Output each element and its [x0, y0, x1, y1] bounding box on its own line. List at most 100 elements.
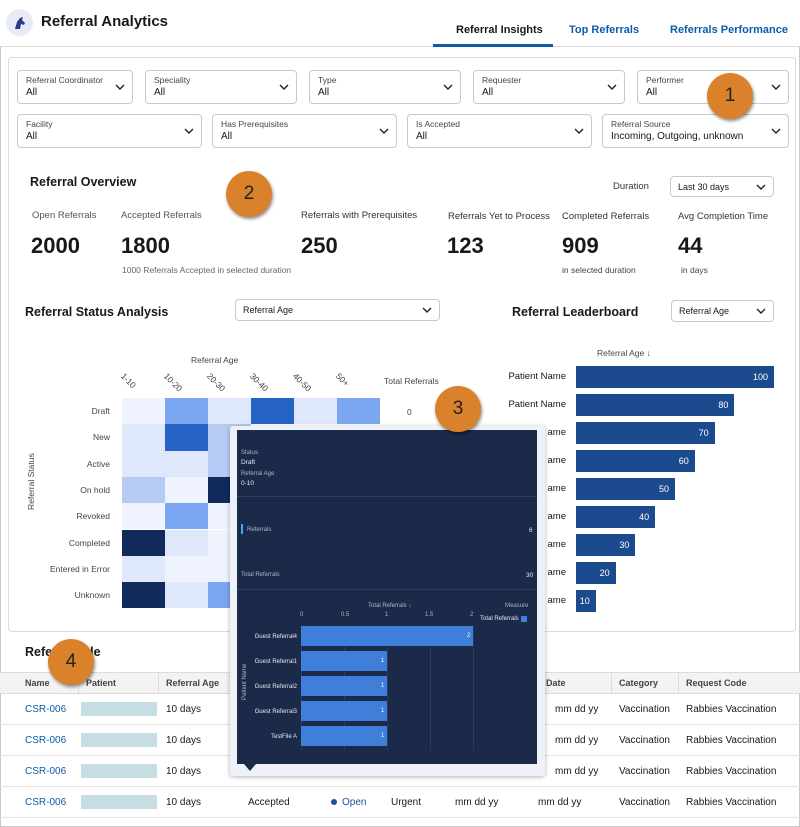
heatmap-cell[interactable] — [165, 424, 208, 451]
heatmap-cell[interactable] — [122, 555, 165, 583]
referral-name-link[interactable]: CSR-006 — [25, 704, 67, 715]
heatmap-cell[interactable] — [122, 503, 165, 530]
kpi-completed-label: Completed Referrals — [562, 211, 650, 222]
referral-name-link[interactable]: CSR-006 — [25, 797, 67, 808]
tooltip-bar — [301, 676, 387, 696]
heatmap-cell[interactable] — [122, 529, 165, 556]
tooltip-bar — [301, 701, 387, 721]
state-text: Open — [342, 797, 367, 808]
col-referral-age-header[interactable]: Referral Age — [166, 678, 220, 688]
filter-referral-source[interactable]: Referral Source Incoming, Outgoing, unkn… — [602, 114, 789, 148]
kpi-accepted-value: 1800 — [121, 233, 170, 258]
filter-performer[interactable]: Performer All — [637, 70, 789, 104]
tooltip-tick: 2 — [470, 612, 474, 618]
heatmap-cell[interactable] — [165, 555, 208, 583]
heatmap-cell[interactable] — [122, 582, 165, 609]
tooltip-gridline — [473, 626, 474, 751]
filter-type[interactable]: Type All — [309, 70, 461, 104]
tooltip-divider — [237, 589, 537, 590]
duration-value: Last 30 days — [678, 181, 730, 192]
filter-value: All — [26, 131, 38, 142]
heatmap-cell[interactable] — [165, 582, 208, 609]
tooltip-status-value: Draft — [241, 459, 256, 466]
overview-title: Referral Overview — [30, 175, 137, 189]
leaderboard-name: Patient Name — [508, 399, 566, 410]
filter-referral-coordinator[interactable]: Referral Coordinator All — [17, 70, 133, 104]
chevron-down-icon — [756, 308, 766, 314]
heatmap-cell[interactable] — [165, 476, 208, 504]
heatmap-cell[interactable] — [122, 476, 165, 504]
leaderboard-select[interactable]: Referral Age — [671, 300, 774, 322]
col-patient-header[interactable]: Patient — [86, 678, 117, 688]
heatmap-row-label: New — [92, 432, 110, 443]
tab-referral-insights[interactable]: Referral Insights — [456, 24, 543, 36]
leaderboard-bar[interactable]: 10 — [576, 590, 596, 612]
tooltip-age-value: 0-10 — [241, 480, 255, 487]
filter-value: All — [221, 131, 233, 142]
filter-has-prerequisites[interactable]: Has Prerequisites All — [212, 114, 397, 148]
col-end-date-header[interactable]: d Date — [538, 678, 566, 688]
app-logo-icon — [6, 9, 33, 36]
heatmap-cell[interactable] — [122, 398, 165, 425]
duration-select[interactable]: Last 30 days — [670, 176, 774, 197]
tooltip-bar-name: Guest Referral1 — [254, 659, 297, 665]
filter-facility[interactable]: Facility All — [17, 114, 202, 148]
heatmap-cell[interactable] — [165, 450, 208, 477]
status-analysis-select[interactable]: Referral Age — [235, 299, 440, 321]
tooltip-bar-name: Guest Referral3 — [254, 709, 297, 715]
filter-value: All — [416, 131, 428, 142]
col-request-code-header[interactable]: Request Code — [686, 678, 747, 688]
leaderboard-bar[interactable]: 60 — [576, 450, 695, 472]
request-code-cell: Rabbies Vaccination — [686, 766, 777, 777]
filter-requester[interactable]: Requester All — [473, 70, 625, 104]
tooltip-tick: 0.5 — [341, 612, 350, 618]
request-code-cell: Rabbies Vaccination — [686, 704, 777, 715]
leaderboard-bar[interactable]: 50 — [576, 478, 675, 500]
tooltip-pointer — [244, 764, 256, 771]
kpi-prereq-value: 250 — [301, 233, 338, 258]
heatmap-row-label: Completed — [68, 537, 110, 548]
leaderboard-bar[interactable]: 20 — [576, 562, 616, 584]
leaderboard-bar[interactable]: 80 — [576, 394, 735, 416]
table-title-end: le — [90, 645, 101, 659]
heatmap-cell[interactable] — [122, 424, 165, 451]
heatmap-cell[interactable] — [165, 398, 208, 425]
filter-is-accepted[interactable]: Is Accepted All — [407, 114, 592, 148]
leaderboard-bar[interactable]: 40 — [576, 506, 656, 528]
referral-name-link[interactable]: CSR-006 — [25, 735, 67, 746]
tooltip-gridline — [430, 626, 431, 751]
leaderboard-bar[interactable]: 100 — [576, 366, 774, 388]
tab-top-referrals[interactable]: Top Referrals — [569, 24, 640, 36]
chevron-down-icon — [184, 128, 194, 134]
heatmap-cell[interactable] — [122, 450, 165, 477]
filter-label: Facility — [26, 119, 53, 129]
chevron-down-icon — [422, 307, 432, 313]
heatmap-cell[interactable] — [294, 398, 337, 425]
heatmap-cell[interactable] — [337, 398, 380, 425]
patient-redacted — [81, 702, 157, 716]
leaderboard-select-value: Referral Age — [679, 306, 730, 316]
chevron-down-icon — [379, 128, 389, 134]
heatmap-cell[interactable] — [165, 529, 208, 556]
leaderboard-bar[interactable]: 30 — [576, 534, 636, 556]
heatmap-cell[interactable] — [251, 398, 294, 425]
leaderboard-name: ame — [547, 595, 566, 606]
heatmap-cell[interactable] — [165, 503, 208, 530]
col-name-header[interactable]: Name — [25, 678, 50, 688]
tab-referrals-performance[interactable]: Referrals Performance — [670, 24, 789, 36]
chevron-down-icon — [115, 84, 125, 90]
kpi-avg-value: 44 — [678, 233, 703, 258]
col-category-header[interactable]: Category — [619, 678, 659, 688]
tooltip-bar-value: 1 — [381, 708, 385, 714]
patient-redacted — [81, 733, 157, 747]
referral-age-cell: 10 days — [166, 766, 202, 777]
heatmap-cell[interactable] — [208, 398, 251, 425]
table-row: CSR-006 10 days mm dd yy Vaccination Rab… — [0, 756, 800, 787]
leaderboard-bar[interactable]: 70 — [576, 422, 715, 444]
referral-name-link[interactable]: CSR-006 — [25, 766, 67, 777]
tooltip-legend-label: Total Referrals — [480, 616, 519, 622]
kpi-avg-label: Avg Completion Time — [678, 211, 769, 222]
tooltip-legend-swatch — [521, 616, 527, 622]
kpi-completed-sub: in selected duration — [562, 265, 636, 275]
filter-speciality[interactable]: Speciality All — [145, 70, 297, 104]
